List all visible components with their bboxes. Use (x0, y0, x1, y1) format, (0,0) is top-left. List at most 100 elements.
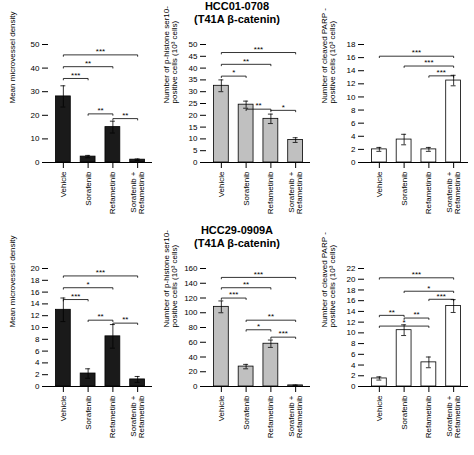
svg-text:*: * (403, 318, 406, 327)
svg-text:***: *** (254, 45, 263, 54)
svg-text:***: *** (412, 270, 421, 279)
svg-text:100: 100 (184, 308, 198, 317)
svg-text:Sorafenib +Refametinib: Sorafenib +Refametinib (287, 395, 304, 438)
svg-text:14: 14 (347, 66, 356, 75)
svg-text:Vehicle: Vehicle (217, 395, 226, 421)
svg-text:10: 10 (31, 323, 40, 332)
svg-text:16: 16 (31, 288, 40, 297)
svg-text:*: * (257, 322, 260, 331)
svg-text:Refametinib: Refametinib (266, 395, 275, 438)
svg-text:Number of p-histone ser10-posi: Number of p-histone ser10-positive cells… (162, 6, 179, 104)
svg-text:2: 2 (351, 145, 356, 154)
svg-text:Sorafenib +Refametinib: Sorafenib +Refametinib (445, 395, 462, 438)
svg-text:Number of cleaved PARP -positi: Number of cleaved PARP -positive cells (… (320, 232, 337, 328)
svg-text:Sorafenib: Sorafenib (242, 395, 251, 430)
svg-text:6: 6 (35, 347, 40, 356)
svg-text:**: ** (97, 106, 103, 115)
svg-text:8: 8 (351, 339, 356, 348)
svg-text:4: 4 (351, 361, 356, 370)
svg-text:16: 16 (347, 53, 356, 62)
svg-text:***: *** (71, 292, 80, 301)
svg-text:22: 22 (347, 264, 356, 273)
svg-text:***: *** (412, 48, 421, 57)
svg-text:8: 8 (351, 106, 356, 115)
svg-text:15: 15 (189, 123, 198, 132)
svg-text:6: 6 (351, 119, 356, 128)
svg-text:6: 6 (351, 350, 356, 359)
svg-text:12: 12 (347, 79, 356, 88)
svg-text:Refametinib: Refametinib (108, 171, 117, 214)
svg-text:**: ** (268, 312, 274, 321)
svg-text:2: 2 (351, 371, 356, 380)
svg-text:45: 45 (189, 52, 198, 61)
svg-text:30: 30 (189, 87, 198, 96)
svg-text:0: 0 (193, 382, 198, 391)
svg-text:40: 40 (189, 64, 198, 73)
svg-text:**: ** (243, 57, 249, 66)
svg-text:Vehicle: Vehicle (217, 171, 226, 197)
svg-text:Refametinib: Refametinib (424, 171, 433, 214)
svg-text:***: *** (254, 270, 263, 279)
svg-text:Vehicle: Vehicle (375, 171, 384, 197)
svg-text:Sorafenib: Sorafenib (84, 395, 93, 430)
svg-text:*: * (232, 68, 235, 77)
svg-text:5: 5 (193, 146, 198, 155)
svg-text:40: 40 (31, 64, 40, 73)
svg-text:Refametinib: Refametinib (266, 171, 275, 214)
svg-text:*: * (87, 280, 90, 289)
svg-text:18: 18 (347, 286, 356, 295)
svg-text:**: ** (243, 280, 249, 289)
svg-text:***: *** (437, 292, 446, 301)
svg-text:0: 0 (35, 382, 40, 391)
svg-text:14: 14 (31, 299, 40, 308)
svg-text:***: *** (279, 329, 288, 338)
svg-text:Sorafenib +Refametinib: Sorafenib +Refametinib (287, 171, 304, 214)
svg-text:8: 8 (35, 335, 40, 344)
svg-text:***: *** (71, 71, 80, 80)
svg-text:**: ** (255, 101, 261, 110)
svg-text:12: 12 (347, 318, 356, 327)
svg-text:18: 18 (347, 40, 356, 49)
svg-text:20: 20 (189, 367, 198, 376)
svg-text:Vehicle: Vehicle (375, 395, 384, 421)
svg-text:40: 40 (189, 353, 198, 362)
svg-text:***: *** (424, 58, 433, 67)
svg-text:20: 20 (189, 111, 198, 120)
svg-text:**: ** (85, 59, 91, 68)
svg-text:12: 12 (31, 311, 40, 320)
svg-text:*: * (282, 103, 285, 112)
svg-text:Sorafenib: Sorafenib (400, 171, 409, 206)
svg-text:***: *** (96, 268, 105, 277)
svg-text:10: 10 (31, 134, 40, 143)
svg-text:***: *** (437, 68, 446, 77)
svg-text:10: 10 (347, 328, 356, 337)
svg-text:4: 4 (351, 132, 356, 141)
svg-text:80: 80 (189, 323, 198, 332)
svg-text:Refametinib: Refametinib (108, 395, 117, 438)
svg-text:16: 16 (347, 296, 356, 305)
svg-text:4: 4 (35, 358, 40, 367)
svg-text:25: 25 (189, 99, 198, 108)
svg-text:Number of cleaved PARP -positi: Number of cleaved PARP -positive cells (… (320, 8, 337, 104)
svg-text:35: 35 (189, 75, 198, 84)
svg-text:50: 50 (31, 40, 40, 49)
svg-text:Number of p-histone ser10-posi: Number of p-histone ser10-positive cells… (162, 230, 179, 328)
svg-text:160: 160 (184, 264, 198, 273)
svg-text:Mean microvessel density: Mean microvessel density (8, 235, 17, 327)
svg-text:120: 120 (184, 294, 198, 303)
svg-text:*: * (427, 284, 430, 293)
svg-text:0: 0 (193, 158, 198, 167)
svg-text:***: *** (96, 47, 105, 56)
svg-text:140: 140 (184, 279, 198, 288)
svg-text:14: 14 (347, 307, 356, 316)
svg-text:18: 18 (31, 276, 40, 285)
svg-text:**: ** (122, 315, 128, 324)
svg-text:Vehicle: Vehicle (59, 171, 68, 197)
svg-text:30: 30 (31, 87, 40, 96)
svg-text:Sorafenib: Sorafenib (84, 171, 93, 206)
svg-text:Refametinib: Refametinib (424, 395, 433, 438)
svg-text:60: 60 (189, 338, 198, 347)
svg-text:Sorafenib: Sorafenib (242, 171, 251, 206)
svg-text:**: ** (97, 312, 103, 321)
svg-text:***: *** (229, 290, 238, 299)
